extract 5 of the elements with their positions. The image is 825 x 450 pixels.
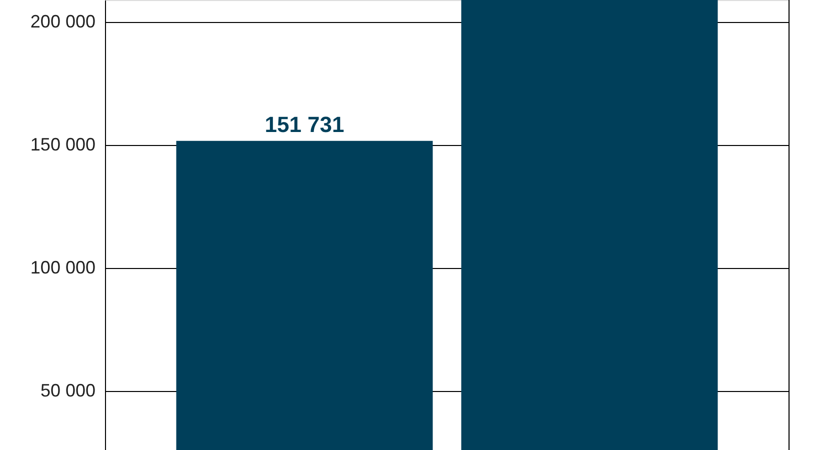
y-tick-label: 200 000 <box>30 12 96 32</box>
y-tick-label: 50 000 <box>40 380 96 400</box>
data-label: 151 731 <box>264 112 344 137</box>
y-tick-label: 150 000 <box>30 134 96 155</box>
y-tick-label: 100 000 <box>30 258 96 278</box>
